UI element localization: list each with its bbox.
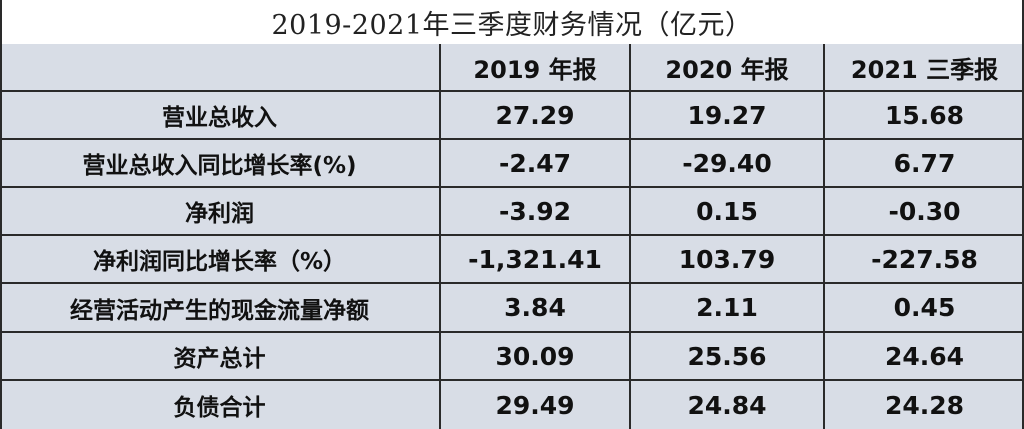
cell-value: 0.45 bbox=[893, 293, 956, 322]
table-row: 负债合计 29.49 24.84 24.28 bbox=[0, 381, 1024, 429]
cell-value: 27.29 bbox=[441, 92, 631, 138]
row-label: 营业总收入 bbox=[0, 92, 441, 138]
cell-value: 24.84 bbox=[631, 381, 825, 429]
row-label: 净利润同比增长率（%） bbox=[0, 236, 441, 282]
cell-value: 103.79 bbox=[631, 236, 825, 282]
header-row: 2019 年报 2020 年报 2021 三季报 bbox=[0, 44, 1024, 92]
cell-value: -2.47 bbox=[441, 140, 631, 186]
cell-value: 2.11 bbox=[631, 284, 825, 331]
cell-value: 24.64 bbox=[884, 341, 965, 371]
cell-value: 3.84 bbox=[441, 284, 631, 331]
table-row: 营业总收入 27.29 19.27 15.68 bbox=[0, 92, 1024, 140]
cell-value: -29.40 bbox=[631, 140, 825, 186]
table-row: 资产总计 30.09 25.56 24.64 bbox=[0, 333, 1024, 381]
row-label: 负债合计 bbox=[0, 381, 441, 429]
row-label: 营业总收入同比增长率(%) bbox=[0, 140, 441, 186]
header-cell-label bbox=[0, 44, 441, 90]
cell-value: -0.30 bbox=[888, 196, 961, 226]
cell-value: 0.15 bbox=[631, 188, 825, 234]
row-label: 资产总计 bbox=[0, 333, 441, 379]
cell-value: 19.27 bbox=[631, 92, 825, 138]
cell-value: 24.28 bbox=[884, 390, 965, 420]
row-label: 经营活动产生的现金流量净额 bbox=[0, 284, 441, 331]
table-row: 净利润同比增长率（%） -1,321.41 103.79 -227.58 bbox=[0, 236, 1024, 284]
cell-value: 30.09 bbox=[441, 333, 631, 379]
table-row: 经营活动产生的现金流量净额 3.84 2.11 0.45 bbox=[0, 284, 1024, 333]
table-title: 2019-2021年三季度财务情况（亿元） bbox=[0, 0, 1024, 46]
header-cell-2021q3: 2021 三季报 bbox=[850, 55, 999, 84]
table-border-right bbox=[1022, 0, 1024, 429]
cell-value: 25.56 bbox=[631, 333, 825, 379]
cell-value: -3.92 bbox=[441, 188, 631, 234]
table-border-left bbox=[0, 0, 2, 429]
row-label: 净利润 bbox=[0, 188, 441, 234]
cell-value: -227.58 bbox=[871, 244, 978, 274]
header-cell-2020: 2020 年报 bbox=[631, 44, 825, 90]
cell-value: -1,321.41 bbox=[441, 236, 631, 282]
cell-value: 29.49 bbox=[441, 381, 631, 429]
table-row: 净利润 -3.92 0.15 -0.30 bbox=[0, 188, 1024, 236]
header-cell-2019: 2019 年报 bbox=[441, 44, 631, 90]
cell-value: 6.77 bbox=[893, 148, 956, 178]
table-grid: 2019 年报 2020 年报 2021 三季报 营业总收入 27.29 19.… bbox=[0, 44, 1024, 429]
table-row: 营业总收入同比增长率(%) -2.47 -29.40 6.77 bbox=[0, 140, 1024, 188]
cell-value: 15.68 bbox=[884, 100, 965, 130]
